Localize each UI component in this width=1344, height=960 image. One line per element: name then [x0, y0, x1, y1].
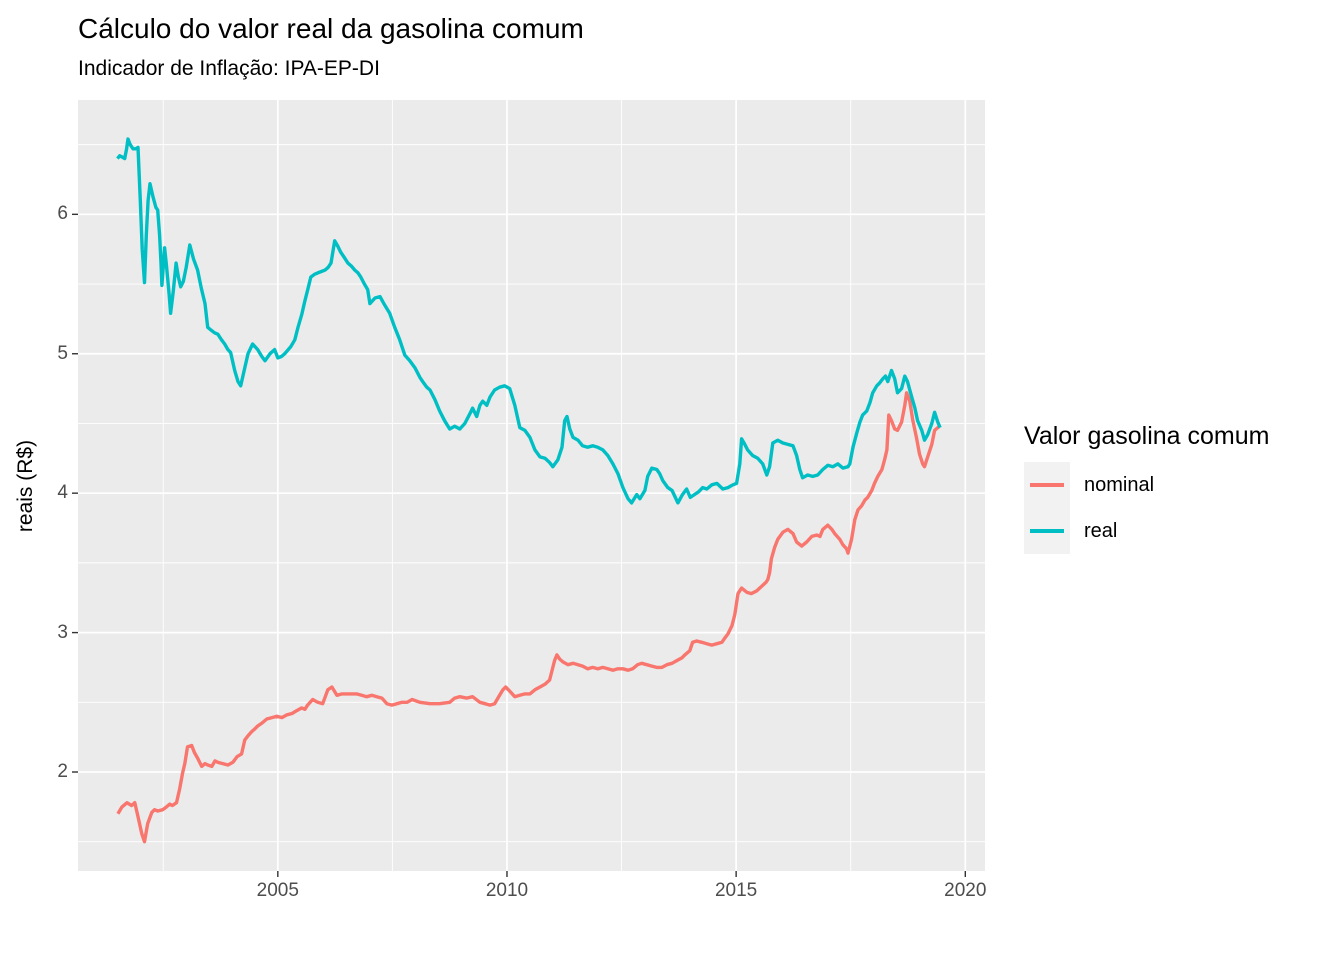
series-line-real — [116, 137, 942, 505]
y-tick-label: 2 — [57, 761, 68, 782]
plot-title: Cálculo do valor real da gasolina comum — [78, 13, 584, 44]
legend-line-swatch-real — [1030, 529, 1064, 533]
plot-subtitle: Indicador de Inflação: IPA-EP-DI — [78, 57, 380, 80]
legend-title: Valor gasolina comum — [1024, 422, 1270, 450]
x-tick-label: 2015 — [714, 880, 758, 901]
legend-label-nominal: nominal — [1084, 473, 1155, 496]
y-tick-label: 6 — [57, 203, 68, 225]
x-tick-label: 2010 — [485, 880, 529, 901]
y-tick-label: 5 — [57, 342, 68, 364]
legend-key-nominal — [1024, 462, 1070, 508]
legend-item-nominal: nominal — [1024, 462, 1269, 508]
legend-label-real: real — [1084, 519, 1118, 542]
legend-item-real: real — [1024, 508, 1269, 554]
x-tick-label: 2020 — [944, 880, 987, 901]
plot-panel — [78, 100, 985, 871]
legend: Valor gasolina comum nominal real — [1024, 422, 1269, 554]
y-tick-label: 3 — [57, 621, 68, 643]
legend-key-real — [1024, 508, 1070, 554]
x-tick-label: 2005 — [256, 880, 299, 901]
y-tick-label: 4 — [57, 482, 68, 504]
series-line-nominal — [116, 391, 941, 844]
legend-line-swatch-nominal — [1030, 483, 1064, 487]
